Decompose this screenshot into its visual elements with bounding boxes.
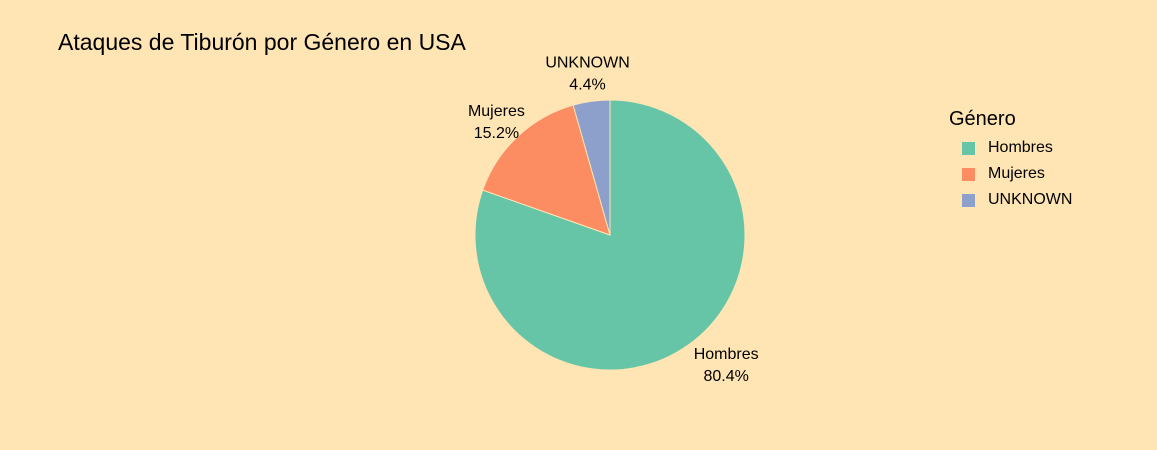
legend-title: Género: [949, 108, 1016, 130]
pie-slice-unknown[interactable]: [572, 99, 611, 236]
slice-percent-label: 15.2%: [474, 125, 519, 142]
slice-percent-label: 4.4%: [569, 77, 605, 94]
slice-label: Mujeres: [468, 103, 525, 120]
legend-swatch: [962, 141, 975, 155]
legend-label: UNKNOWN: [988, 191, 1073, 208]
legend-item-mujeres[interactable]: Mujeres: [949, 161, 1072, 187]
slice-percent-label: 80.4%: [703, 368, 748, 385]
legend: Género Hombres Mujeres UNKNOWN: [949, 108, 1072, 213]
pie-slice-mujeres[interactable]: [482, 104, 611, 236]
slice-label: Hombres: [694, 346, 759, 363]
legend-label: Hombres: [988, 139, 1053, 156]
legend-label: Mujeres: [988, 165, 1045, 182]
legend-swatch: [962, 167, 975, 181]
legend-item-unknown[interactable]: UNKNOWN: [949, 187, 1072, 213]
chart-title: Ataques de Tiburón por Género en USA: [58, 29, 466, 55]
legend-item-hombres[interactable]: Hombres: [949, 135, 1072, 161]
slice-label: UNKNOWN: [545, 55, 629, 72]
legend-swatch: [962, 193, 975, 207]
